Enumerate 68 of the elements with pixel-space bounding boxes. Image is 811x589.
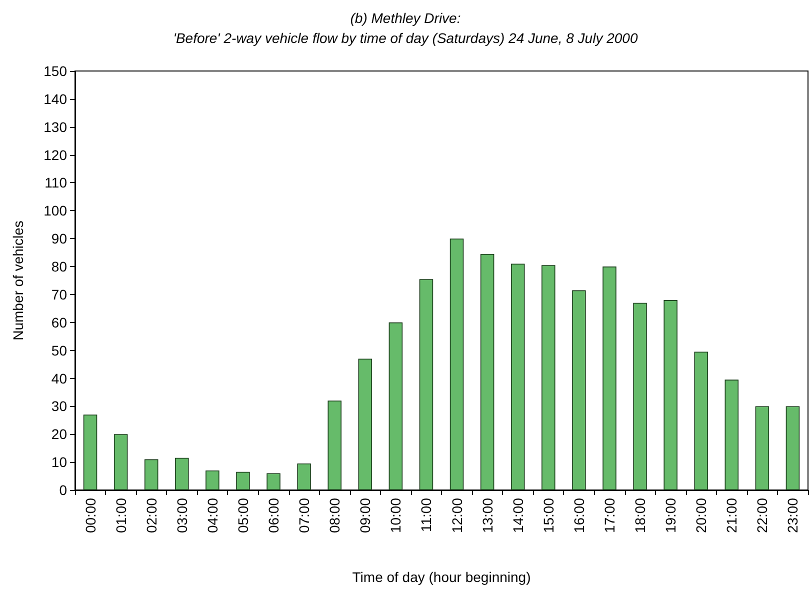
bar: [694, 352, 708, 490]
x-tick-label: 11:00: [418, 498, 434, 532]
x-tick-label: 18:00: [632, 498, 648, 534]
y-tick-label: 20: [51, 426, 68, 442]
y-tick-label: 140: [44, 90, 68, 107]
bar: [358, 358, 372, 490]
bar: [236, 472, 250, 490]
x-axis-title: Time of day (hour beginning): [352, 569, 531, 585]
x-tick-label: 04:00: [204, 498, 220, 534]
x-tick-label: 06:00: [266, 498, 282, 534]
x-tick-label: 17:00: [601, 498, 618, 534]
bar: [572, 290, 586, 490]
bar: [266, 473, 280, 490]
y-tick-label: 120: [44, 146, 68, 163]
x-tick-label: 13:00: [479, 498, 496, 534]
y-axis-title: Number of vehicles: [10, 220, 26, 340]
y-tick-label: 30: [51, 398, 68, 414]
bar: [206, 470, 220, 490]
x-tick-label: 21:00: [724, 498, 740, 534]
bar: [755, 406, 770, 490]
bar: [297, 463, 311, 490]
x-tick-label: 07:00: [296, 498, 312, 534]
bar: [144, 459, 158, 490]
bar: [114, 434, 128, 490]
x-tick-label: 05:00: [234, 498, 251, 534]
y-tick-label: 80: [51, 258, 68, 275]
bar: [786, 406, 800, 490]
y-tick-label: 110: [44, 174, 68, 191]
chart-subtitle: 'Before' 2-way vehicle flow by time of day (Saturdays) 24 June, 8 July 2000: [173, 30, 638, 46]
bar: [602, 266, 616, 490]
x-tick-label: 00:00: [82, 498, 98, 534]
x-tick-label: 01:00: [112, 498, 129, 534]
y-tick-label: 0: [59, 482, 68, 498]
x-tick-label: 19:00: [662, 498, 679, 534]
bar: [724, 380, 739, 490]
bar: [633, 302, 647, 490]
y-tick-label: 10: [51, 454, 68, 470]
y-tick-label: 50: [51, 342, 68, 358]
x-tick-label: 22:00: [754, 498, 770, 534]
x-tick-label: 23:00: [784, 498, 801, 534]
bar: [175, 458, 189, 490]
y-tick-label: 40: [51, 370, 68, 386]
y-tick-label: 70: [51, 286, 68, 302]
x-tick-label: 08:00: [326, 498, 343, 534]
y-tick-label: 150: [44, 63, 68, 79]
x-tick-label: 14:00: [510, 498, 526, 534]
bar: [480, 254, 494, 490]
x-tick-label: 20:00: [693, 498, 710, 534]
bar: [419, 279, 434, 490]
bar: [388, 322, 403, 490]
x-tick-label: 16:00: [570, 498, 587, 534]
x-tick-label: 12:00: [448, 498, 465, 534]
bar: [450, 238, 464, 490]
bar: [510, 264, 525, 490]
chart-title: (b) Methley Drive:: [350, 10, 461, 26]
bar: [542, 265, 556, 490]
y-tick-label: 100: [44, 202, 68, 219]
x-tick-label: 02:00: [143, 498, 160, 534]
x-tick-label: 10:00: [388, 498, 404, 534]
y-tick-label: 60: [51, 314, 68, 330]
x-tick-label: 03:00: [174, 498, 190, 534]
bar: [328, 400, 342, 490]
y-tick-label: 90: [51, 230, 68, 247]
x-tick-label: 09:00: [357, 498, 374, 534]
y-tick-label: 130: [44, 118, 68, 135]
bar: [664, 300, 678, 490]
bar: [83, 414, 98, 490]
x-tick-label: 15:00: [540, 498, 556, 534]
